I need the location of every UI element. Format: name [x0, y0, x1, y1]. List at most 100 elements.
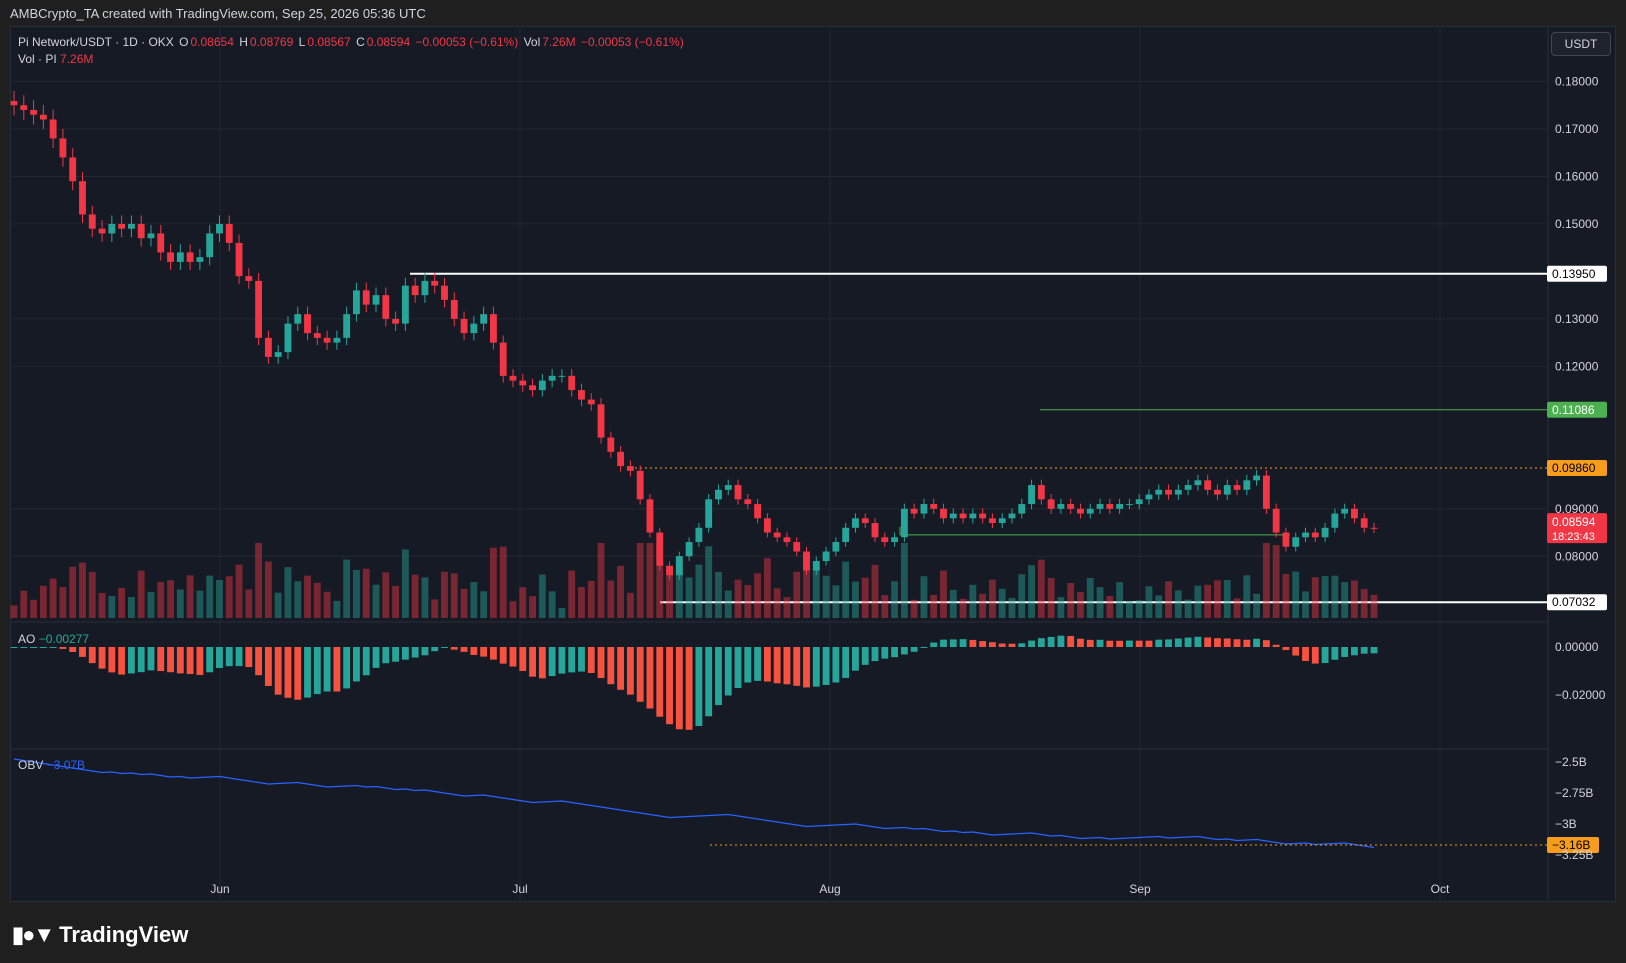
candle-body: [1282, 532, 1290, 547]
open-label: O: [179, 35, 189, 49]
vol-value: 7.26M: [542, 35, 576, 49]
chart-frame[interactable]: [10, 26, 1616, 902]
ao-bar: [734, 647, 742, 688]
volume-bar: [264, 561, 272, 618]
candle-body: [127, 223, 135, 229]
price-level-label: 0.07032: [1552, 595, 1596, 609]
ao-bar: [1282, 647, 1290, 651]
vol-label: Vol: [523, 35, 541, 49]
volume-bar: [167, 580, 174, 618]
ao-bar: [1321, 647, 1329, 664]
open-value: 0.08654: [190, 35, 234, 49]
ao-bar: [685, 647, 693, 730]
volume-bar: [294, 581, 302, 618]
price-tick-label: 0.08000: [1555, 549, 1599, 563]
volume-bar: [490, 547, 497, 618]
candle-body: [685, 542, 693, 557]
candle-body: [499, 342, 507, 376]
candle-body: [333, 337, 341, 343]
candle-body: [1174, 489, 1182, 495]
volume-bar: [421, 577, 429, 618]
ao-bar: [832, 647, 840, 683]
price-tick-label: 0.17000: [1555, 122, 1599, 136]
volume-bar: [1243, 575, 1251, 618]
price-tick-label: 0.18000: [1555, 74, 1599, 88]
volume-bar: [861, 577, 869, 618]
candle-body: [255, 280, 263, 338]
ao-bar: [118, 647, 126, 675]
candle-body: [343, 314, 351, 338]
volume-bar: [225, 576, 233, 618]
volume-bar: [568, 570, 576, 618]
time-tick-label: Sep: [1129, 882, 1151, 896]
ao-value: −0.00277: [38, 632, 90, 646]
candle-body: [1214, 489, 1221, 495]
candle-body: [979, 513, 987, 519]
ao-bar: [538, 647, 546, 679]
ao-bar: [1037, 638, 1045, 647]
candle-body: [744, 499, 752, 505]
close-label: C: [356, 35, 365, 49]
ao-bar: [245, 647, 253, 668]
volume-bar: [1292, 571, 1300, 618]
volume-bar: [1155, 595, 1163, 618]
candle-body: [450, 299, 458, 319]
candle-body: [147, 233, 155, 239]
ao-bar: [803, 647, 810, 688]
ao-bar: [196, 647, 204, 675]
ao-bar: [587, 647, 595, 673]
volume-bar: [881, 595, 889, 618]
volume-bar: [773, 588, 781, 618]
volume-bar: [959, 598, 967, 618]
volume-bar: [587, 580, 595, 618]
candle-body: [323, 337, 331, 343]
candle-body: [1008, 513, 1016, 519]
ao-bar: [754, 647, 762, 681]
candle-body: [734, 485, 742, 500]
candle-body: [1341, 508, 1349, 514]
candle-body: [49, 119, 57, 139]
ao-bar: [137, 647, 145, 673]
volume-bar: [1135, 600, 1143, 618]
volume-bar: [206, 575, 214, 618]
volume-bar: [812, 566, 820, 618]
ao-bar: [1360, 647, 1368, 654]
candle-body: [353, 290, 360, 315]
volume-bar: [1360, 589, 1368, 618]
ao-bar: [793, 647, 801, 686]
volume-bar: [1331, 575, 1339, 618]
volume-bar: [1057, 597, 1065, 618]
ao-bar: [675, 647, 683, 730]
candle-body: [362, 290, 370, 305]
candle-body: [186, 252, 194, 262]
obv-label: OBV: [18, 758, 44, 772]
volume-bar: [734, 579, 742, 618]
obv-tick-label: −2.75B: [1555, 786, 1593, 800]
candle-body: [949, 513, 957, 519]
candle-body: [656, 532, 664, 566]
volume-bar: [1125, 601, 1133, 618]
ao-bar: [323, 647, 331, 692]
volume-bar: [509, 601, 517, 618]
volume-bar: [30, 599, 37, 618]
candle-body: [783, 537, 791, 543]
ao-bar: [343, 647, 351, 689]
volume-bar: [255, 543, 263, 618]
price-level-label: 0.11086: [1552, 403, 1595, 417]
candle-body: [822, 551, 830, 562]
ao-bar: [617, 647, 625, 690]
price-level-badge: [1547, 401, 1607, 418]
tradingview-logo[interactable]: ▮●▼ TradingView: [12, 922, 188, 948]
ao-bar: [460, 647, 468, 652]
ao-bar: [626, 647, 634, 695]
ao-bar: [353, 647, 360, 682]
ao-bar: [656, 647, 664, 717]
candle-body: [137, 223, 145, 239]
ao-bar: [98, 647, 106, 669]
volume-bar: [382, 572, 390, 618]
volume-bar: [666, 568, 673, 618]
volume-bar: [1370, 594, 1378, 618]
currency-button[interactable]: USDT: [1551, 32, 1611, 56]
